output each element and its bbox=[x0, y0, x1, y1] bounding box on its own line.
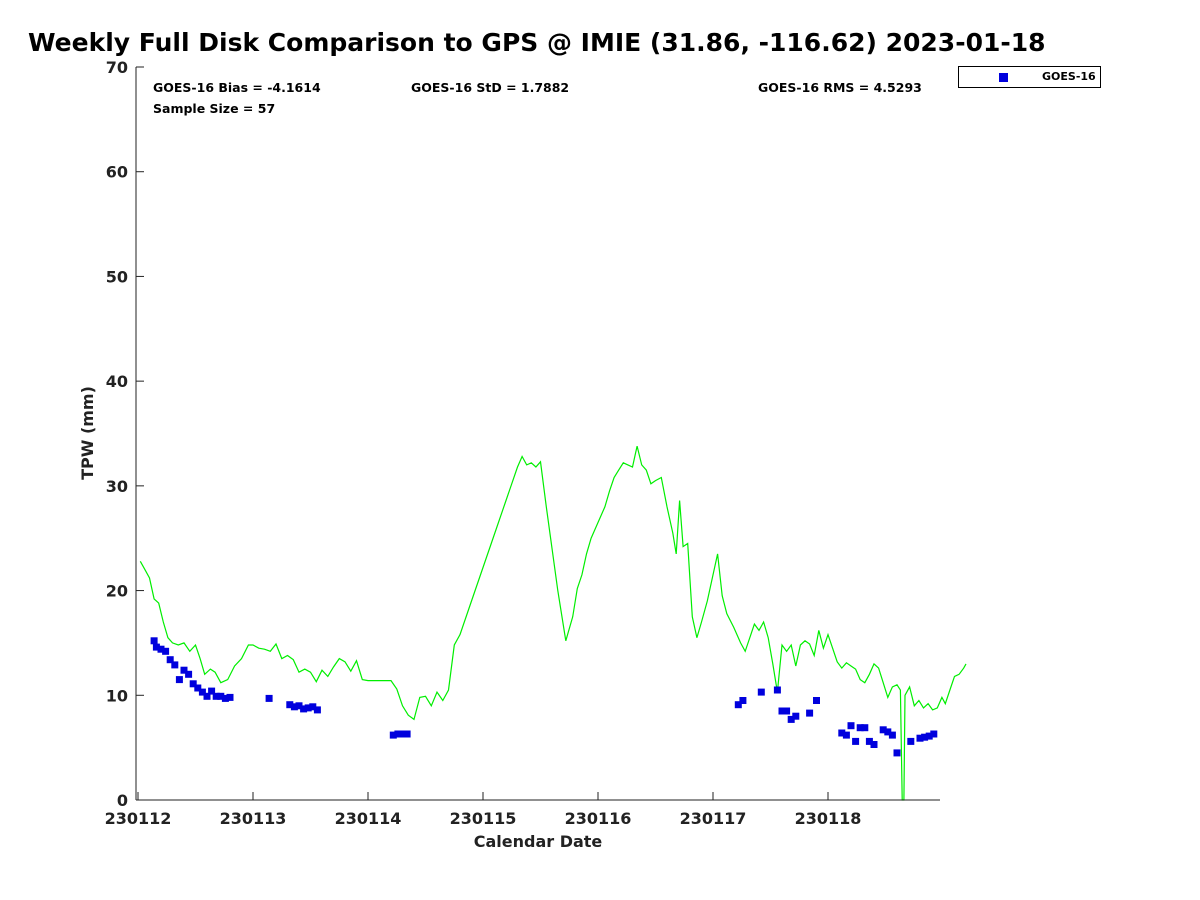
goes16-data-point bbox=[286, 701, 294, 709]
sample-size-stat: Sample Size = 57 bbox=[153, 101, 276, 116]
goes16-data-point bbox=[879, 726, 887, 734]
x-tick-label: 230115 bbox=[450, 809, 517, 828]
goes16-data-point bbox=[203, 692, 211, 700]
y-tick-label: 0 bbox=[117, 791, 128, 810]
goes16-data-point bbox=[208, 687, 216, 695]
legend-swatch-goes16 bbox=[999, 73, 1008, 82]
y-tick-label: 10 bbox=[106, 686, 128, 705]
y-tick-label: 50 bbox=[106, 267, 128, 286]
goes16-data-point bbox=[856, 724, 864, 732]
legend: GOES-16 bbox=[958, 66, 1101, 88]
goes16-data-point bbox=[916, 734, 924, 742]
y-tick-label: 40 bbox=[106, 372, 128, 391]
goes16-data-point bbox=[309, 703, 317, 711]
goes16-data-point bbox=[226, 693, 234, 701]
goes16-data-point bbox=[189, 680, 197, 688]
x-tick-label: 230116 bbox=[565, 809, 632, 828]
goes16-data-point bbox=[865, 737, 873, 745]
goes16-data-point bbox=[778, 707, 786, 715]
goes16-data-point bbox=[870, 741, 878, 748]
goes16-data-point bbox=[792, 712, 800, 720]
goes16-data-point bbox=[217, 692, 225, 700]
gps-series-line bbox=[139, 445, 967, 801]
chart-title: Weekly Full Disk Comparison to GPS @ IMI… bbox=[28, 28, 1046, 57]
goes16-data-point bbox=[394, 730, 402, 738]
goes16-data-point bbox=[888, 731, 896, 739]
rms-stat: GOES-16 RMS = 4.5293 bbox=[758, 80, 922, 95]
x-tick-label: 230114 bbox=[335, 809, 402, 828]
legend-label-goes16: GOES-16 bbox=[1042, 70, 1096, 83]
goes16-data-point bbox=[930, 730, 938, 738]
goes16-data-point bbox=[813, 697, 820, 704]
goes16-data-point bbox=[221, 694, 229, 702]
goes16-data-point bbox=[852, 737, 860, 745]
goes16-data-point bbox=[300, 705, 308, 713]
x-axis-label: Calendar Date bbox=[474, 832, 603, 851]
goes16-data-point bbox=[180, 666, 188, 674]
goes16-data-point bbox=[295, 702, 303, 710]
goes16-data-point bbox=[787, 715, 795, 723]
goes16-data-point bbox=[842, 731, 850, 739]
goes16-data-point bbox=[175, 676, 183, 684]
y-tick-label: 20 bbox=[106, 582, 128, 601]
goes16-data-point bbox=[757, 688, 765, 696]
goes16-data-point bbox=[171, 661, 179, 669]
x-tick-label: 230118 bbox=[795, 809, 862, 828]
goes16-data-point bbox=[389, 731, 397, 739]
goes16-data-point bbox=[290, 703, 298, 711]
y-axis-label: TPW (mm) bbox=[78, 386, 97, 480]
goes16-data-point bbox=[773, 686, 781, 694]
goes16-data-point bbox=[185, 670, 193, 678]
x-tick-label: 230113 bbox=[220, 809, 287, 828]
goes16-data-point bbox=[399, 730, 406, 738]
goes16-data-point bbox=[907, 737, 915, 745]
goes16-data-point bbox=[921, 733, 929, 741]
goes16-data-point bbox=[925, 732, 933, 740]
goes16-data-point bbox=[212, 692, 220, 700]
std-stat: GOES-16 StD = 1.7882 bbox=[411, 80, 570, 95]
goes16-data-point bbox=[806, 709, 814, 717]
y-tick-label: 60 bbox=[106, 163, 128, 182]
goes16-data-point bbox=[150, 637, 158, 645]
goes16-data-point bbox=[893, 749, 901, 757]
goes16-data-point bbox=[194, 684, 202, 692]
goes16-data-point bbox=[861, 724, 869, 732]
y-tick-label: 70 bbox=[106, 58, 128, 77]
goes16-data-point bbox=[884, 728, 892, 736]
goes16-data-point bbox=[198, 688, 206, 696]
goes16-data-point bbox=[403, 730, 411, 738]
goes16-data-point bbox=[304, 704, 312, 712]
x-tick-label: 230117 bbox=[680, 809, 747, 828]
x-tick-label: 230112 bbox=[105, 809, 172, 828]
goes16-data-point bbox=[734, 701, 742, 709]
goes16-data-point bbox=[783, 707, 791, 715]
bias-stat: GOES-16 Bias = -4.1614 bbox=[153, 80, 321, 95]
goes16-data-point bbox=[739, 697, 747, 704]
y-tick-label: 30 bbox=[106, 477, 128, 496]
goes16-data-point bbox=[162, 647, 170, 655]
goes16-data-point bbox=[166, 656, 174, 664]
goes16-data-point bbox=[847, 722, 855, 730]
goes16-data-point bbox=[152, 643, 160, 651]
goes16-data-point bbox=[157, 645, 165, 653]
goes16-data-point bbox=[265, 694, 273, 702]
goes16-data-point bbox=[838, 729, 846, 737]
goes16-data-point bbox=[313, 706, 321, 714]
